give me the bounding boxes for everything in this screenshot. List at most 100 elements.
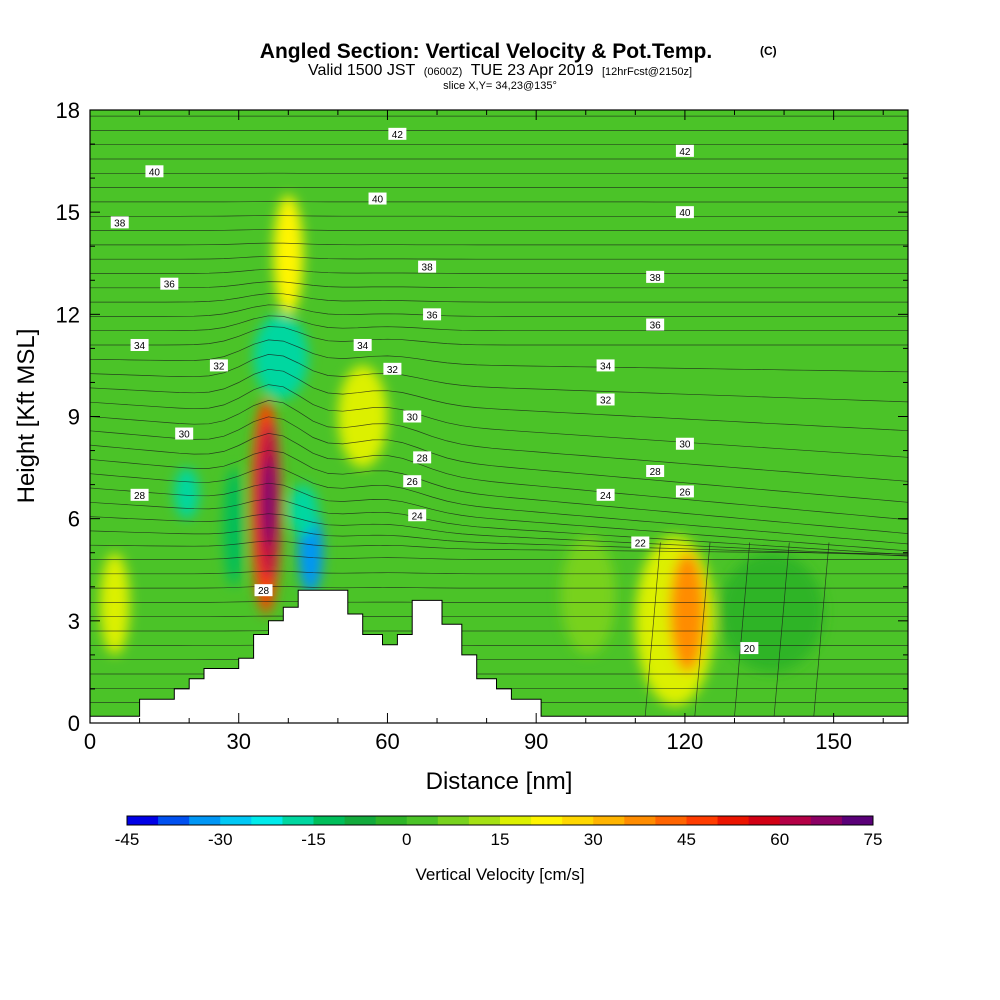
velocity-cell bbox=[99, 552, 130, 655]
y-tick-label: 3 bbox=[68, 609, 80, 634]
isentrope-line bbox=[90, 498, 908, 556]
y-tick-label: 9 bbox=[68, 405, 80, 430]
velocity-cell bbox=[288, 484, 319, 536]
colorbar-tick-label: -30 bbox=[208, 830, 233, 849]
isentrope-line bbox=[90, 242, 908, 246]
isentrope-line bbox=[813, 542, 830, 717]
isentrope-label-box bbox=[145, 165, 164, 178]
isentrope-label: 40 bbox=[372, 195, 384, 206]
isentrope-line bbox=[90, 384, 908, 458]
isentrope-line bbox=[90, 600, 908, 603]
isentrope-label: 34 bbox=[134, 341, 146, 352]
isentrope-label: 24 bbox=[412, 511, 424, 522]
velocity-cell bbox=[273, 195, 304, 315]
colorbar-segment bbox=[562, 816, 594, 825]
colorbar-segment bbox=[500, 816, 532, 825]
isentrope-line bbox=[90, 326, 908, 346]
isentrope-line bbox=[90, 368, 908, 432]
colorbar-segment bbox=[841, 816, 874, 825]
isentrope-label: 40 bbox=[679, 208, 691, 219]
isentrope-line bbox=[90, 229, 908, 231]
isentrope-line bbox=[90, 554, 908, 560]
subtitle-valid: Valid 1500 JST bbox=[308, 62, 416, 79]
isentrope-line bbox=[90, 293, 908, 303]
isentrope-line bbox=[90, 215, 908, 217]
isentrope-line bbox=[90, 585, 908, 589]
isentrope-label-box bbox=[110, 216, 129, 229]
isentrope-line bbox=[90, 315, 908, 332]
isentrope-label: 38 bbox=[650, 273, 662, 284]
isentrope-label: 36 bbox=[650, 321, 662, 332]
x-tick-label: 60 bbox=[375, 729, 399, 754]
colorbar-tick-label: 75 bbox=[864, 830, 883, 849]
colorbar-frame bbox=[126, 815, 874, 826]
colorbar-segment bbox=[779, 816, 812, 825]
y-tick-label: 12 bbox=[56, 302, 80, 327]
isentrope-label: 38 bbox=[114, 218, 126, 229]
colorbar-segment bbox=[344, 816, 377, 825]
isentrope-label: 32 bbox=[387, 365, 399, 376]
subtitle-zulu: (0600Z) bbox=[424, 66, 463, 78]
y-tick-label: 6 bbox=[68, 507, 80, 532]
colorbar-segment bbox=[406, 816, 439, 825]
isentrope-label-box bbox=[418, 260, 437, 273]
isentrope-line bbox=[90, 354, 908, 403]
isentrope-label-box bbox=[175, 427, 194, 440]
terrain bbox=[90, 589, 908, 723]
x-tick-label: 0 bbox=[84, 729, 96, 754]
isentrope-labels: 42 42 40 40 40 38 38 38 36 36 36 34 34 34 32 32 32 30 30 30… bbox=[110, 127, 759, 655]
colorbar-tick-label: 45 bbox=[677, 830, 696, 849]
colorbar bbox=[126, 815, 874, 826]
y-tick-label: 0 bbox=[68, 711, 80, 736]
isentrope-label: 36 bbox=[164, 280, 176, 291]
x-tick-label: 90 bbox=[524, 729, 548, 754]
colorbar-segment bbox=[313, 816, 346, 825]
isentrope-label-box bbox=[403, 475, 422, 488]
isentrope-line bbox=[90, 433, 908, 521]
isentrope-label: 26 bbox=[407, 477, 419, 488]
isentrope-line bbox=[734, 542, 751, 717]
isentrope-label-box bbox=[675, 206, 694, 219]
isentrope-label: 24 bbox=[600, 491, 612, 502]
colorbar-tick-label: -45 bbox=[115, 830, 140, 849]
y-tick-label: 18 bbox=[56, 98, 80, 123]
isentrope-line bbox=[694, 542, 711, 717]
isentrope-label-box bbox=[368, 192, 387, 205]
isentrope-line bbox=[90, 570, 908, 575]
isentrope-label: 32 bbox=[600, 395, 612, 406]
isentrope-label: 26 bbox=[679, 487, 691, 498]
slice-text: slice X,Y= 34,23@135° bbox=[443, 80, 557, 92]
colorbar-segment bbox=[810, 816, 843, 825]
colorbar-segment bbox=[220, 816, 252, 825]
isentrope-line bbox=[90, 416, 908, 503]
isentrope-line bbox=[90, 527, 908, 556]
colorbar-segment bbox=[624, 816, 656, 825]
isentrope-label-box bbox=[675, 437, 694, 450]
isentrope-label: 40 bbox=[149, 167, 161, 178]
velocity-cell bbox=[223, 467, 244, 587]
isentrope-label: 36 bbox=[427, 310, 439, 321]
isentrope-line bbox=[90, 400, 908, 482]
isentrope-label-box bbox=[413, 451, 432, 464]
terrain-profile bbox=[90, 589, 908, 723]
colorbar-tick-label: -15 bbox=[301, 830, 326, 849]
isentrope-label-box bbox=[675, 485, 694, 498]
velocity-field bbox=[99, 195, 824, 706]
isentrope-label-box bbox=[254, 584, 273, 597]
isentrope-label-box bbox=[646, 270, 665, 283]
isentrope-line bbox=[90, 304, 908, 317]
colorbar-segment bbox=[468, 816, 501, 825]
plot-area: 42 42 40 40 40 38 38 38 36 36 36 34 34 34 32 32 32 30 30 30… bbox=[90, 110, 908, 723]
colorbar-tick-label: 0 bbox=[402, 830, 411, 849]
isentrope-label-box bbox=[596, 393, 615, 406]
colorbar-tick-label: 30 bbox=[584, 830, 603, 849]
velocity-cell bbox=[253, 314, 309, 400]
isentrope-label-box bbox=[160, 277, 179, 290]
velocity-cell bbox=[560, 535, 616, 655]
y-tick-label: 15 bbox=[56, 200, 80, 225]
isentrope-line bbox=[90, 268, 908, 274]
isentrope-label-box bbox=[353, 338, 372, 351]
chart-title: Angled Section: Vertical Velocity & Pot.… bbox=[260, 40, 712, 63]
x-tick-label: 30 bbox=[226, 729, 250, 754]
